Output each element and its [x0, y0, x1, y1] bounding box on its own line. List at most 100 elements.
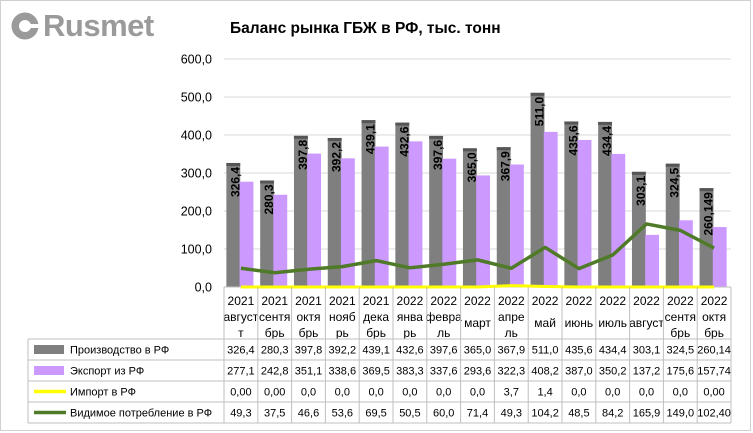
table-cell: 435,6 [565, 345, 593, 357]
table-cell: 53,6 [332, 408, 353, 420]
table-cell: 260,14 [697, 345, 731, 357]
table-cell: 49,3 [501, 408, 522, 420]
table-cell: 157,74 [697, 366, 731, 378]
table-cell: 104,2 [531, 408, 559, 420]
table-cell: 102,40 [697, 408, 731, 420]
x-tick-label: апре [498, 310, 525, 324]
table-cell: 351,1 [295, 366, 323, 378]
production-bar-top [530, 92, 545, 96]
production-bar [226, 162, 241, 287]
table-cell: 511,0 [532, 345, 559, 357]
table-cell: 149,0 [667, 408, 695, 420]
export-bar [543, 131, 558, 287]
rusmet-logo: Rusmet [10, 8, 154, 44]
production-bar-top [598, 121, 613, 125]
table-cell: 277,1 [227, 366, 255, 378]
x-tick-label: май [534, 316, 556, 330]
table-cell: 0,0 [335, 387, 350, 399]
rusmet-logo-icon [11, 12, 39, 40]
legend-label: Экспорт из РФ [70, 366, 144, 378]
rusmet-logo-text: Rusmet [43, 8, 154, 43]
y-tick-label: 200,0 [181, 205, 212, 219]
production-bar-top [496, 147, 511, 151]
x-tick-label: 2022 [498, 294, 525, 308]
x-tick-label: 2021 [363, 294, 390, 308]
table-cell: 1,4 [537, 387, 552, 399]
table-cell: 84,2 [602, 408, 623, 420]
production-bar [496, 147, 511, 287]
table-cell: 175,6 [667, 366, 695, 378]
x-tick-label: ль [437, 326, 450, 340]
production-bar-top [361, 120, 376, 124]
export-bar [307, 153, 322, 287]
production-data-label: 397,8 [296, 140, 310, 170]
x-tick-label: февра [426, 310, 463, 324]
production-data-label: 439,1 [363, 124, 377, 154]
production-bar-top [226, 162, 241, 166]
production-data-label: 435,6 [566, 125, 580, 155]
x-tick-label: 2021 [329, 294, 356, 308]
production-bar [361, 120, 376, 287]
table-cell: 37,5 [264, 408, 285, 420]
consumption-line [240, 222, 715, 275]
table-cell: 49,3 [230, 408, 251, 420]
x-tick-label: октя [296, 310, 320, 324]
production-bar [462, 148, 477, 287]
production-data-label: 511,0 [532, 97, 546, 127]
table-cell: 397,6 [430, 345, 458, 357]
x-tick-label: июль [598, 316, 627, 330]
production-bar [260, 180, 275, 287]
table-cell: 0,0 [301, 387, 316, 399]
table-cell: 365,0 [464, 345, 492, 357]
production-bar-top [631, 171, 646, 175]
production-bar [665, 163, 680, 287]
export-bar [408, 141, 423, 287]
production-bar-top [327, 137, 342, 141]
production-data-label: 260,149 [701, 192, 715, 236]
table-cell: 326,4 [227, 345, 255, 357]
x-tick-label: 2022 [633, 294, 660, 308]
x-tick-label: ль [505, 326, 518, 340]
table-cell: 322,3 [498, 366, 526, 378]
production-bar [395, 122, 410, 287]
x-tick-label: 2022 [532, 294, 559, 308]
x-tick-label: брь [366, 326, 386, 340]
table-cell: 303,1 [633, 345, 661, 357]
y-tick-label: 600,0 [181, 53, 212, 67]
y-tick-label: 0,0 [195, 281, 212, 295]
export-bar [239, 181, 254, 287]
production-bar-top [395, 122, 410, 126]
table-cell: 293,6 [464, 366, 492, 378]
table-cell: 0,0 [402, 387, 417, 399]
x-tick-label: брь [265, 326, 285, 340]
table-cell: 0,00 [703, 387, 724, 399]
x-tick-label: брь [704, 326, 724, 340]
production-data-label: 434,4 [600, 126, 614, 156]
export-bar [645, 234, 660, 287]
production-data-label: 432,6 [397, 126, 411, 156]
x-tick-label: август [224, 310, 259, 324]
production-data-label: 392,2 [330, 142, 344, 172]
table-cell: 392,2 [329, 345, 357, 357]
table-cell: 387,0 [565, 366, 593, 378]
production-bar-top [699, 188, 714, 192]
production-data-label: 280,3 [262, 184, 276, 214]
x-tick-label: 2021 [295, 294, 322, 308]
production-bar [327, 137, 342, 287]
x-tick-label: март [464, 316, 491, 330]
production-bar-top [665, 163, 680, 167]
production-bar-top [564, 121, 579, 125]
table-cell: 350,2 [599, 366, 627, 378]
table-cell: 46,6 [298, 408, 319, 420]
x-tick-label: сентя [665, 310, 696, 324]
production-data-label: 326,4 [228, 167, 242, 197]
production-bar [429, 135, 444, 287]
production-data-label: 367,9 [499, 151, 513, 181]
x-tick-label: 2022 [464, 294, 491, 308]
export-bar [442, 158, 457, 287]
table-cell: 48,5 [568, 408, 589, 420]
x-tick-label: август [629, 316, 664, 330]
production-bar-top [429, 135, 444, 139]
export-bar [340, 158, 355, 287]
